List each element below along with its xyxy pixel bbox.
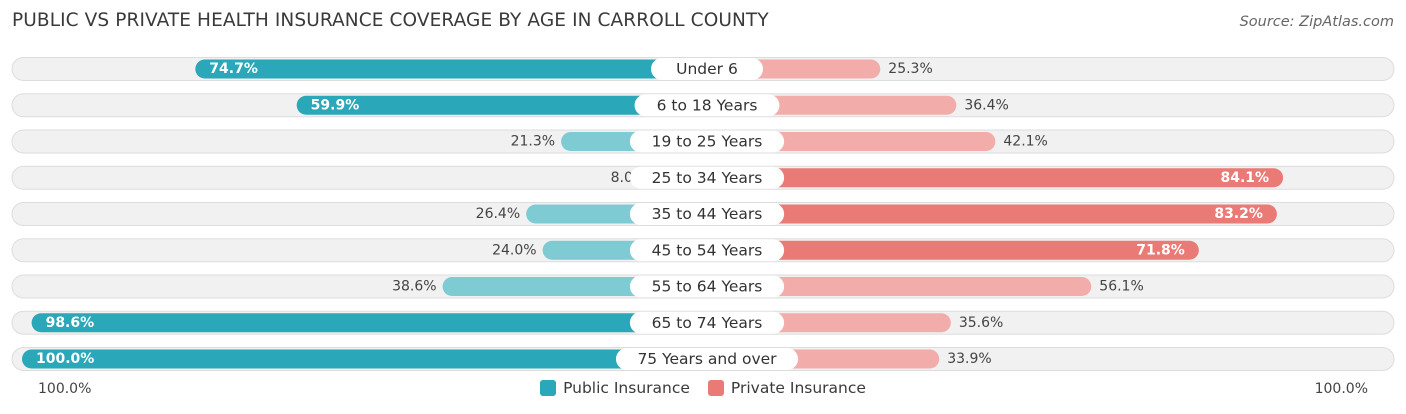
public-bar (195, 59, 707, 79)
private-bar (707, 204, 1277, 224)
legend-item-private[interactable]: Private Insurance (707, 379, 866, 397)
public-bar (22, 349, 707, 369)
category-label: 45 to 54 Years (652, 241, 763, 259)
category-pill (629, 203, 785, 225)
private-value-label: 25.3% (888, 61, 932, 77)
category-label: 75 Years and over (637, 350, 777, 368)
public-value-label: 100.0% (36, 351, 94, 367)
category-pill (629, 130, 785, 153)
category-pill (629, 275, 785, 298)
category-label: Under 6 (676, 60, 738, 78)
public-bar (31, 313, 707, 333)
legend-swatch-public (540, 380, 557, 396)
category-pill (629, 166, 785, 189)
legend-label-public: Public Insurance (563, 379, 690, 397)
category-label: 35 to 44 Years (652, 205, 763, 223)
private-value-label: 56.1% (1099, 279, 1143, 295)
legend-item-public[interactable]: Public Insurance (540, 379, 690, 397)
private-value-label: 71.8% (1136, 242, 1185, 258)
category-label: 6 to 18 Years (657, 96, 758, 114)
category-pill (629, 311, 785, 334)
legend-swatch-private (707, 380, 724, 396)
category-pill (629, 239, 785, 262)
public-value-label: 74.7% (209, 61, 258, 77)
chart-source: Source: ZipAtlas.com (1239, 14, 1394, 30)
category-label: 65 to 74 Years (652, 314, 763, 332)
private-value-label: 42.1% (1003, 134, 1047, 150)
axis-right-label: 100.0% (1314, 381, 1368, 397)
private-value-label: 84.1% (1221, 170, 1270, 186)
public-value-label: 21.3% (511, 134, 555, 150)
private-bar (707, 168, 1284, 188)
axis-left-label: 100.0% (38, 381, 92, 397)
category-label: 55 to 64 Years (652, 278, 763, 296)
private-value-label: 36.4% (964, 97, 1008, 113)
private-bar (707, 277, 1092, 296)
legend-label-private: Private Insurance (730, 379, 866, 397)
category-label: 19 to 25 Years (652, 133, 763, 151)
public-value-label: 38.6% (392, 279, 436, 295)
public-value-label: 24.0% (492, 242, 536, 258)
public-value-label: 59.9% (311, 97, 360, 113)
category-pill (634, 94, 780, 117)
public-value-label: 98.6% (46, 315, 95, 331)
category-pill (615, 348, 799, 370)
category-label: 25 to 34 Years (652, 169, 763, 187)
category-pill (651, 58, 763, 80)
private-value-label: 83.2% (1214, 206, 1263, 222)
chart-title: PUBLIC VS PRIVATE HEALTH INSURANCE COVER… (12, 10, 769, 31)
private-value-label: 33.9% (947, 351, 991, 367)
private-value-label: 35.6% (959, 315, 1003, 331)
chart-canvas: 74.7% 25.3% Under 6 59.9% 36.4% 6 to 18 Years… (11, 57, 1395, 371)
public-bar (296, 95, 707, 115)
private-bar (707, 240, 1199, 260)
public-value-label: 26.4% (476, 206, 520, 222)
legend: Public Insurance Private Insurance (0, 379, 1406, 397)
